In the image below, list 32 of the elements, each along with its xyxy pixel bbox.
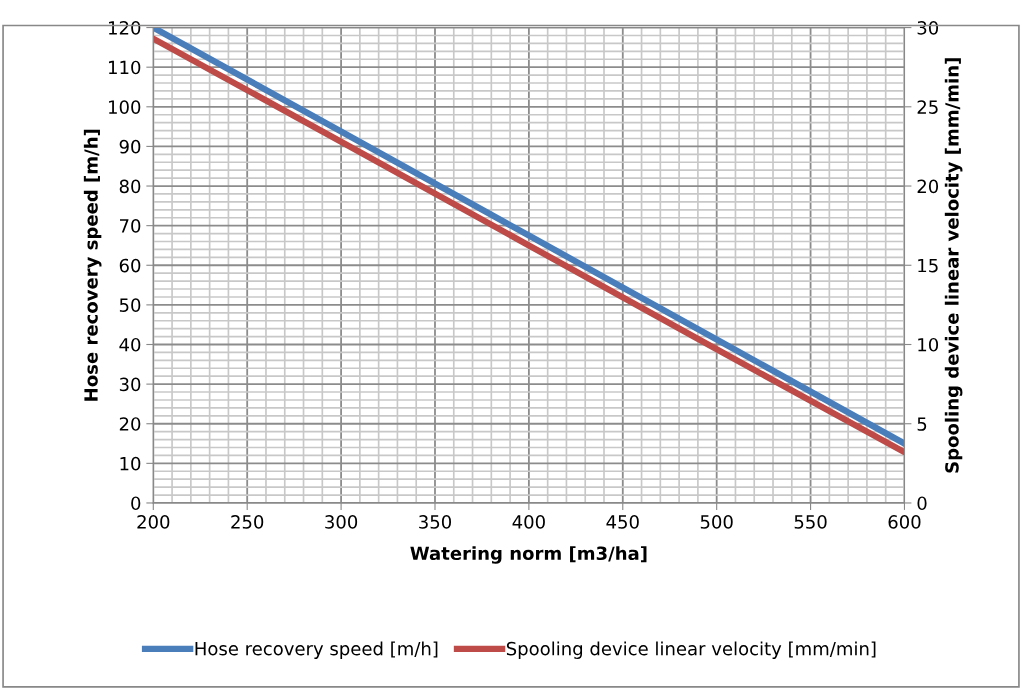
y-tick-label: 110 [109,60,141,75]
y-tick-label: 50 [119,298,141,312]
x-tick-label: 600 [888,515,921,529]
y-tick-label: 30 [119,377,141,392]
y2-tick-label: 0 [917,496,927,511]
y-tick-label: 0 [131,496,141,511]
y2-axis-title: Spooling device linear velocity [mm/min] [944,58,963,473]
y-tick-label: 80 [119,179,141,194]
y-tick-label: 90 [119,139,141,154]
y-tick-label: 60 [119,258,141,273]
x-tick-label: 300 [325,515,358,529]
y-tick-label: 100 [109,100,141,114]
x-tick-label: 450 [606,515,639,529]
y2-tick-label: 5 [917,417,927,431]
y2-tick-label: 10 [918,337,939,352]
y2-tick-label: 15 [918,258,938,273]
x-tick-label: 250 [231,515,264,529]
x-tick-label: 350 [419,515,452,529]
y-tick-label: 10 [120,456,141,471]
y2-tick-label: 20 [917,179,939,194]
x-axis-title: Watering norm [m3/ha] [410,546,647,564]
x-tick-label: 400 [512,515,545,529]
y-tick-label: 40 [119,337,141,352]
x-tick-label: 550 [794,515,827,529]
legend-label: Hose recovery speed [m/h] [195,641,438,659]
y-axis-title: Hose recovery speed [m/h] [83,129,102,401]
y-tick-label: 70 [120,219,141,233]
x-tick-label: 200 [137,515,170,529]
y2-tick-label: 25 [917,100,938,114]
y-tick-label: 20 [119,417,141,431]
x-tick-label: 500 [700,515,733,529]
legend-label: Spooling device linear velocity [mm/min] [506,641,876,659]
